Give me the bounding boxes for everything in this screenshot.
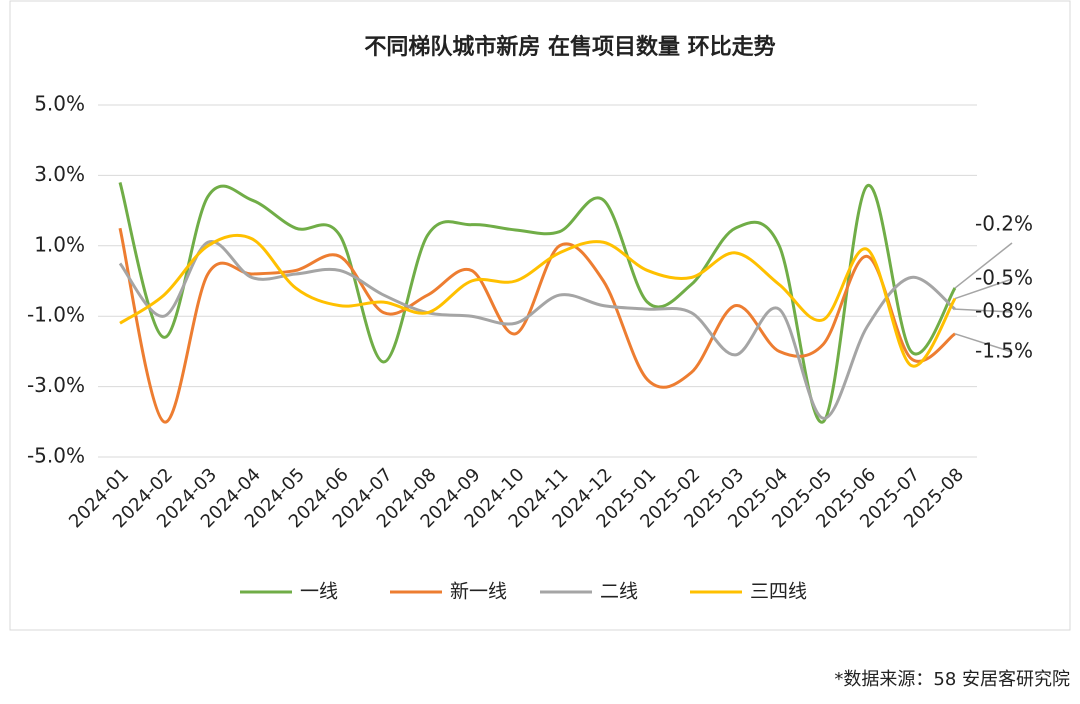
data-label: -1.5% bbox=[975, 339, 1033, 363]
y-tick-label: 3.0% bbox=[34, 162, 85, 186]
y-tick-label: -3.0% bbox=[27, 373, 85, 397]
legend-label: 二线 bbox=[600, 581, 638, 603]
data-label: -0.5% bbox=[975, 266, 1033, 290]
y-tick-label: 1.0% bbox=[34, 232, 85, 256]
y-tick-label: -5.0% bbox=[27, 444, 85, 468]
legend-label: 新一线 bbox=[450, 581, 507, 603]
source-note: *数据来源：58 安居客研究院 bbox=[834, 669, 1070, 690]
data-label: -0.8% bbox=[975, 299, 1033, 323]
series-line bbox=[119, 233, 957, 368]
series-line bbox=[118, 182, 957, 424]
chart-title: 不同梯队城市新房 在售项目数量 环比走势 bbox=[364, 34, 775, 60]
leader-line bbox=[954, 278, 1013, 300]
leader-line bbox=[954, 242, 1013, 289]
legend-label: 一线 bbox=[300, 581, 338, 603]
y-tick-label: -1.0% bbox=[27, 303, 85, 327]
legend-label: 三四线 bbox=[750, 581, 807, 603]
data-label: -0.2% bbox=[975, 212, 1033, 236]
leader-line bbox=[954, 308, 1013, 313]
y-tick-label: 5.0% bbox=[34, 92, 85, 116]
series-line bbox=[118, 240, 956, 420]
chart-border bbox=[9, 0, 1071, 631]
leader-line bbox=[954, 333, 1013, 353]
series-line bbox=[118, 227, 956, 424]
